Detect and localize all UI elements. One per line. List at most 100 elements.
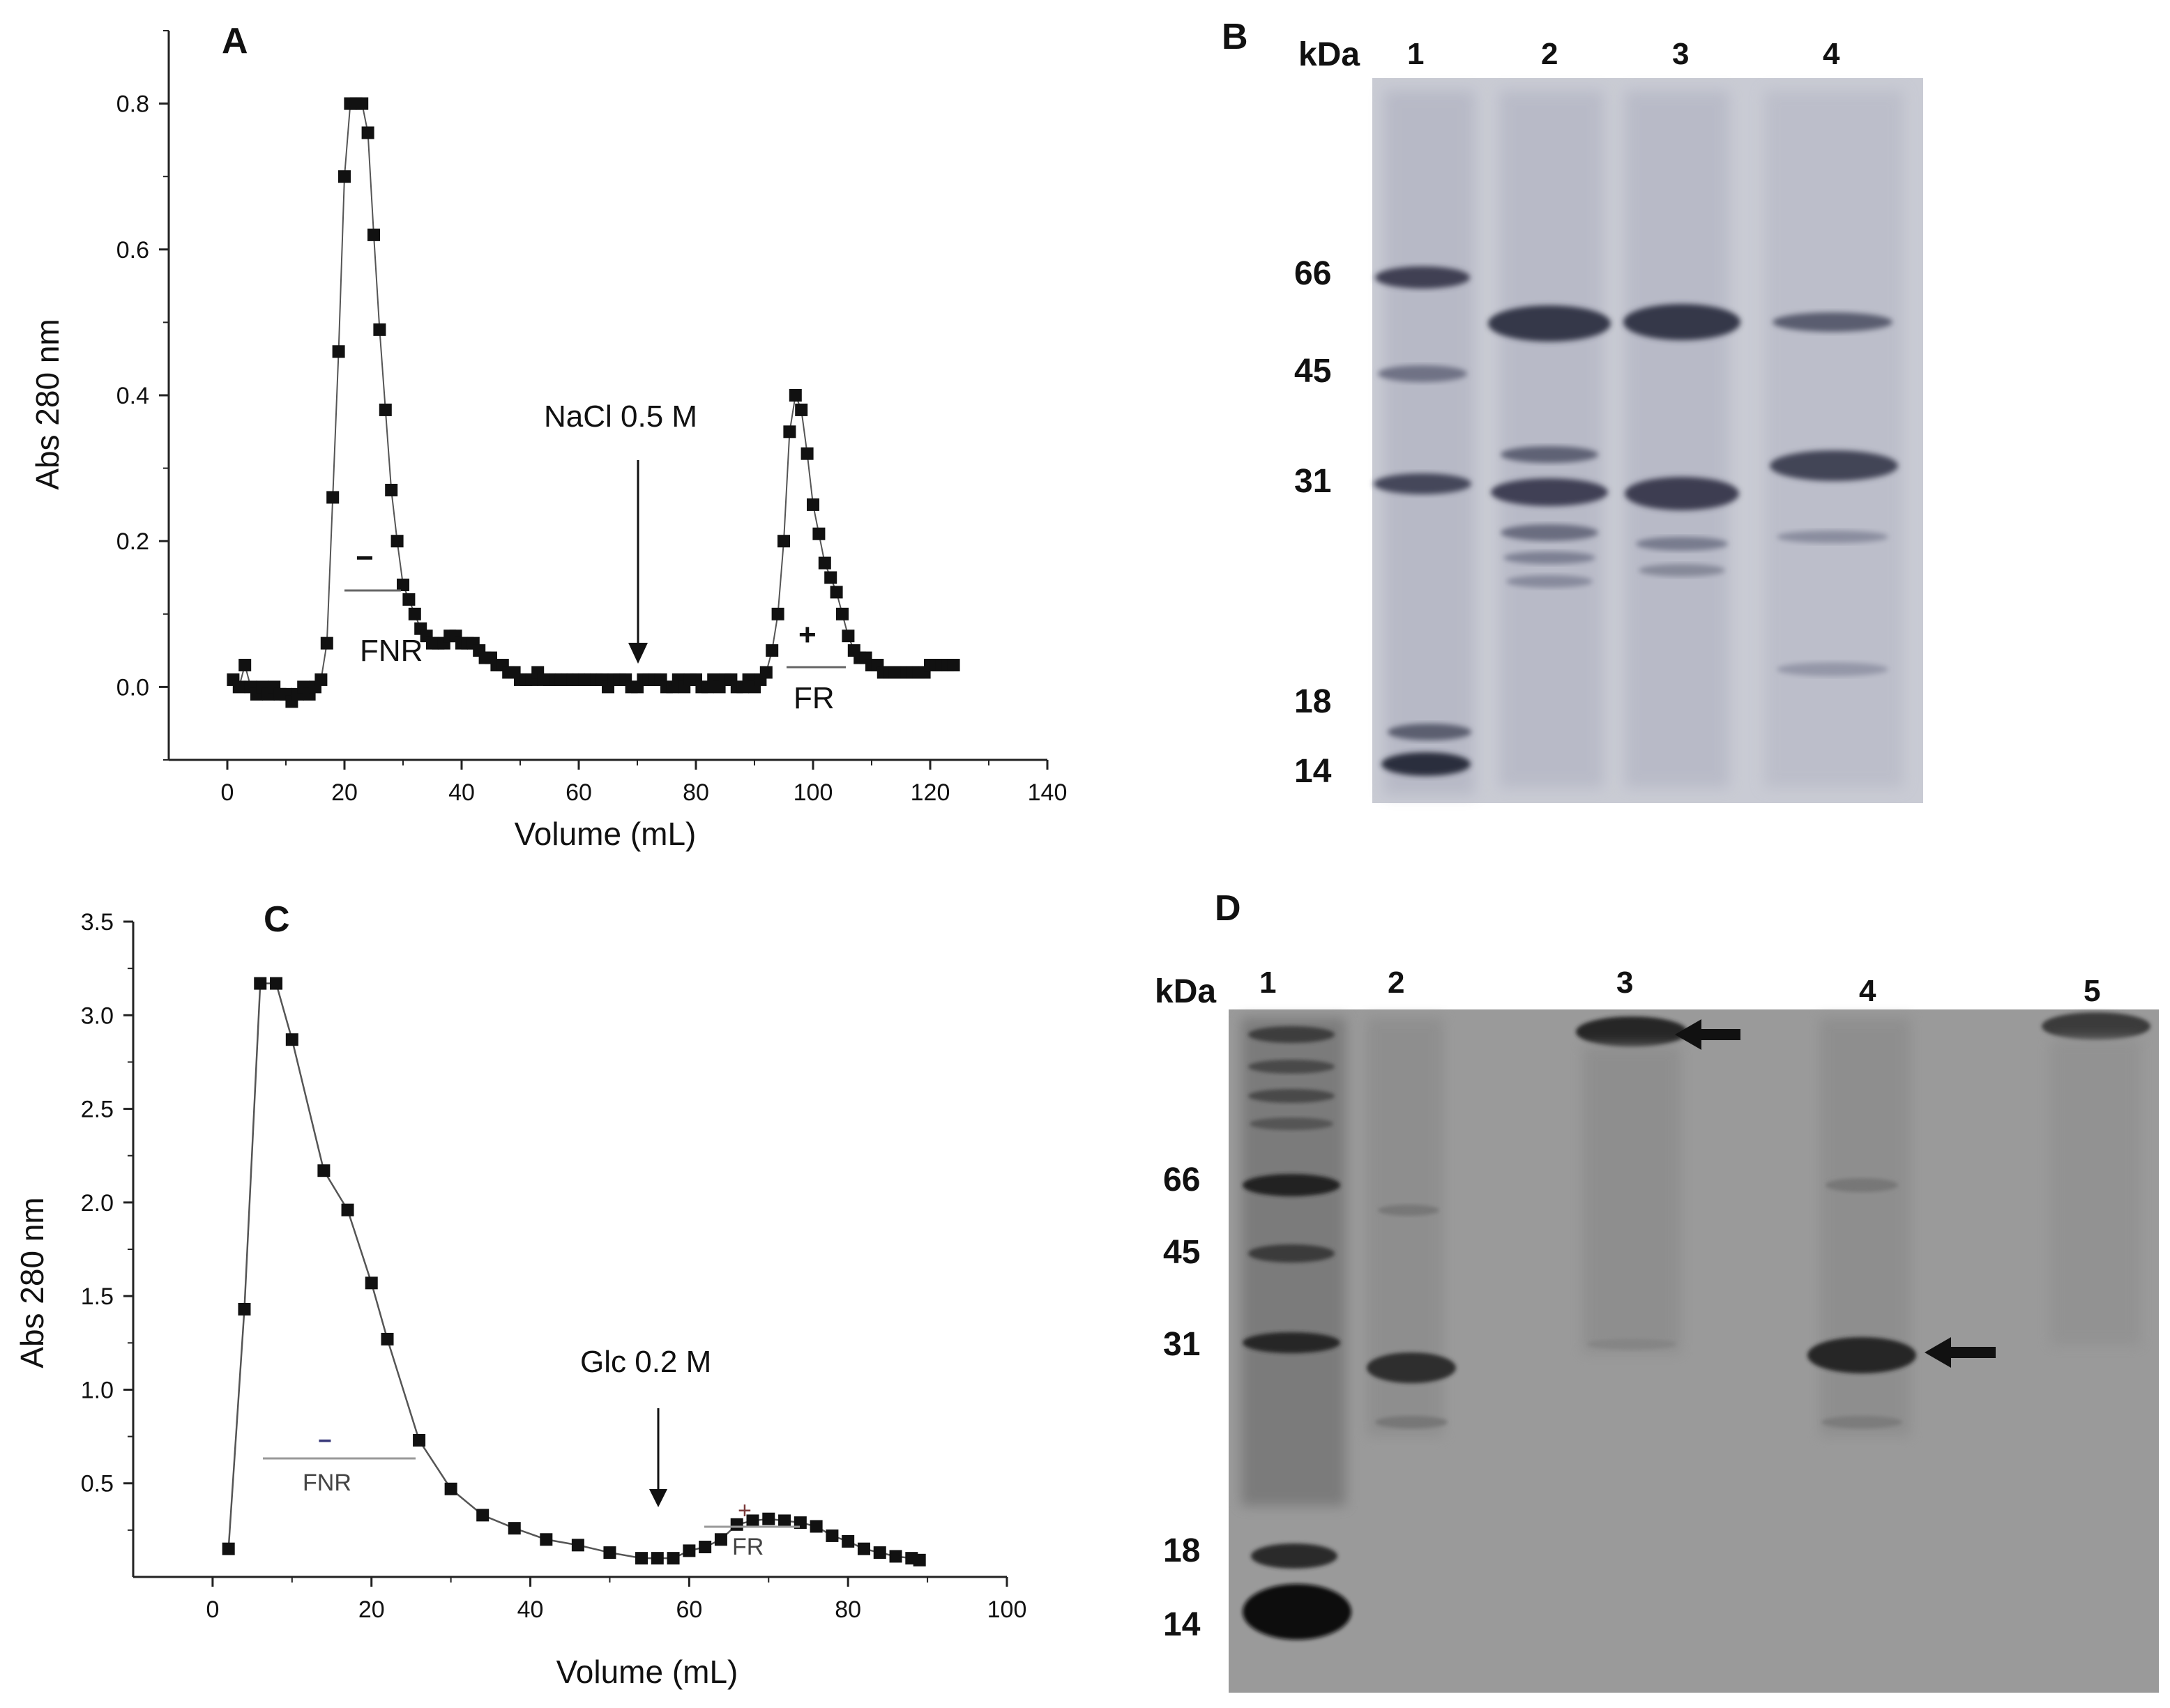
gel-d-kda-label: kDa [1155,973,1216,1010]
gel-b-marker-31: 31 [1294,463,1331,500]
chart-c-data-point [857,1542,870,1555]
chart-c-y-tick-label: 3.0 [81,1002,114,1029]
chart-a-x-tick-label: 100 [794,779,833,806]
gel-b-lane-label-4: 4 [1823,37,1840,71]
chart-c-data-point [635,1552,648,1565]
chart-c-data-point [667,1552,680,1565]
chart-a-data-points [227,97,960,708]
gel-b-marker-66: 66 [1294,255,1331,292]
gel-panel-d: D kDa 1 2 3 4 5 66 45 31 18 14 [1155,888,2159,1693]
chart-c-data-point [889,1550,902,1563]
chart-a-data-point [314,673,328,686]
chart-c-data-point [603,1546,616,1560]
chart-a-y-tick-label: 0.2 [116,528,149,555]
chart-c-data-point [651,1552,664,1565]
chart-c-y-tick-label: 2.0 [81,1190,114,1217]
chart-c-data-point [778,1514,791,1527]
chart-c-x-tick-label: 20 [358,1596,385,1623]
chart-a-data-point [361,126,374,139]
chart-a-data-point [801,447,814,460]
chart-panel-c: C 0 20 40 60 80 100 0.5 1.0 1.5 2.0 2.5 3.0 3.5 Volum… [14,899,1026,1690]
panel-letter-b: B [1222,17,1248,57]
chart-a-x-tick-label: 0 [221,779,234,806]
chart-a-y-tick-label: 0.0 [116,674,149,701]
gel-b-marker-14: 14 [1294,753,1332,790]
chart-c-data-point [238,1302,251,1316]
chart-c-data-point [540,1533,553,1546]
gel-b-bands [1374,91,1904,795]
gel-b-lane-label-2: 2 [1541,37,1558,71]
gel-d-lane-label-5: 5 [2084,974,2100,1008]
chart-c-y-tick-label: 1.0 [81,1377,114,1403]
chart-a-data-point [379,403,392,416]
chart-a-x-tick-label: 140 [1028,779,1068,806]
chart-panel-a: A 0 20 40 60 80 100 120 140 0.0 0.2 0.4 0.6 0.8 Volum… [29,21,1067,852]
chart-a-x-tick-label: 120 [911,779,950,806]
chart-a-peak1-label: FNR [360,634,423,668]
gel-d-arrow-lane-4-icon [1925,1337,1996,1368]
chart-a-data-point [373,323,386,336]
chart-c-data-point [341,1203,354,1217]
chart-c-data-point [762,1512,775,1525]
chart-c-x-tick-label: 0 [206,1596,219,1623]
chart-a-data-point [402,593,416,606]
chart-a-data-point [759,666,773,679]
chart-c-x-tick-label: 40 [517,1596,544,1623]
chart-a-axes: 0 20 40 60 80 100 120 140 0.0 0.2 0.4 0.6 0.8 Volume … [29,30,1068,852]
chart-a-x-tick-label: 80 [683,779,709,806]
chart-a-peak1-sign: − [356,541,374,575]
gel-d-marker-45: 45 [1163,1234,1200,1271]
gel-b-kda-label: kDa [1298,36,1360,73]
chart-c-data-point [683,1544,696,1557]
chart-c-data-point [444,1482,457,1495]
chart-a-data-point [824,571,837,584]
chart-c-data-point [413,1433,426,1447]
chart-a-data-point [947,659,960,672]
gel-d-marker-66: 66 [1163,1161,1200,1198]
chart-c-x-tick-label: 80 [835,1596,861,1623]
chart-a-data-point [367,228,380,241]
panel-letter-d: D [1215,888,1241,929]
chart-a-data-point [332,345,345,358]
gel-d-lane-label-4: 4 [1859,974,1876,1008]
chart-c-peak2-sign: + [738,1497,752,1524]
chart-c-y-tick-label: 2.5 [81,1097,114,1123]
chart-a-data-point [812,527,826,540]
chart-c-data-points [222,977,926,1566]
chart-a-data-point [326,491,340,504]
chart-a-y-tick-label: 0.6 [116,237,149,264]
chart-c-annotations: Glc 0.2 M − FNR + FR [263,1345,800,1560]
gel-d-marker-14: 14 [1163,1606,1201,1643]
chart-c-data-point [699,1541,712,1554]
chart-c-data-point [317,1164,331,1177]
chart-c-data-point [254,977,267,990]
gel-d-bands [1241,1012,2150,1640]
gel-panel-b: B kDa 1 2 3 4 66 45 31 18 14 [1222,17,1923,803]
chart-a-x-tick-label: 40 [448,779,475,806]
chart-c-data-point [842,1534,855,1548]
chart-a-data-point [842,630,855,643]
gel-d-marker-18: 18 [1163,1532,1200,1569]
chart-a-peak2-sign: + [798,618,817,652]
chart-a-peak2-label: FR [794,681,835,715]
chart-a-data-point [795,403,808,416]
chart-c-data-point [746,1514,759,1527]
chart-a-data-point [238,659,252,672]
chart-c-data-point [826,1529,839,1542]
chart-a-data-point [818,556,831,570]
chart-c-y-tick-label: 3.5 [81,909,114,936]
chart-a-data-point [385,483,398,496]
chart-c-data-point [913,1553,926,1566]
chart-a-data-point [807,498,819,511]
gel-b-marker-18: 18 [1294,683,1331,720]
chart-a-arrow-head [628,643,648,664]
gel-d-lane-label-1: 1 [1259,966,1276,1000]
chart-c-arrow-label: Glc 0.2 M [580,1345,711,1379]
chart-a-data-point [397,578,409,591]
gel-b-lane-label-3: 3 [1672,37,1689,71]
chart-a-data-point [777,535,790,548]
chart-c-data-point [714,1533,727,1546]
chart-c-x-tick-label: 100 [987,1596,1027,1623]
chart-a-data-point [408,607,421,620]
